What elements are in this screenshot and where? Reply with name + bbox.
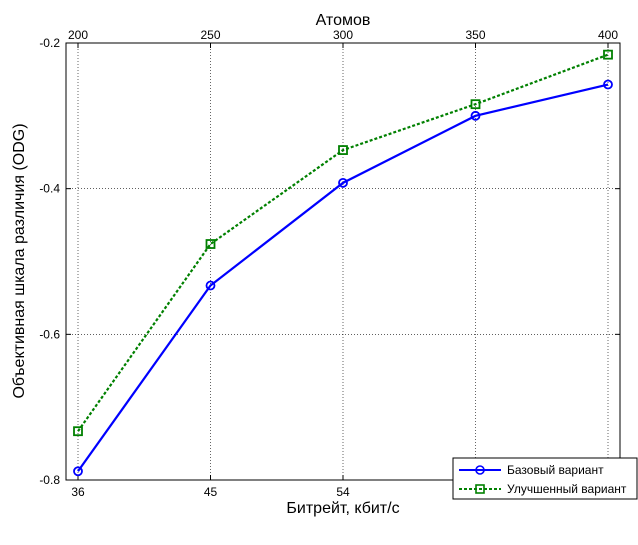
- y-tick-label: -0.4: [39, 182, 60, 196]
- x2-axis-title: Атомов: [316, 12, 371, 29]
- x-tick-label: 36: [71, 485, 85, 499]
- x-tick-label: 54: [336, 485, 350, 499]
- data-point-circle: [603, 79, 613, 90]
- data-point-square: [470, 99, 481, 110]
- x2-tick-label: 350: [465, 28, 485, 42]
- data-point-circle: [470, 110, 481, 121]
- x2-tick-label: 300: [333, 28, 353, 42]
- legend-label-improved: Улучшенный вариант: [507, 482, 627, 496]
- series-layer: [73, 49, 613, 477]
- series-line-0: [77, 83, 609, 472]
- x2-tick-label: 250: [200, 28, 220, 42]
- series-line-1: [77, 53, 609, 432]
- y-tick-label: -0.8: [39, 473, 60, 487]
- data-point-square: [603, 49, 613, 60]
- data-point-square: [338, 145, 348, 155]
- legend-marker-improved: [475, 484, 485, 494]
- data-point-circle: [73, 466, 83, 477]
- y-tick-label: -0.6: [39, 327, 60, 341]
- data-point-square: [73, 426, 83, 437]
- y-tick-label: -0.2: [39, 36, 60, 50]
- x2-tick-label: 200: [68, 28, 88, 42]
- x-tick-label: 45: [204, 485, 218, 499]
- legend-marker-base: [475, 465, 485, 475]
- x-axis-title: Битрейт, кбит/с: [286, 500, 399, 517]
- legend: Базовый вариант Улучшенный вариант: [452, 457, 638, 500]
- x2-tick-label: 400: [598, 28, 618, 42]
- data-point-circle: [338, 177, 348, 188]
- legend-label-base: Базовый вариант: [507, 463, 604, 477]
- data-point-circle: [205, 280, 216, 291]
- data-point-square: [205, 239, 216, 249]
- y-axis-title: Объективная шкала различия (ODG): [11, 123, 28, 398]
